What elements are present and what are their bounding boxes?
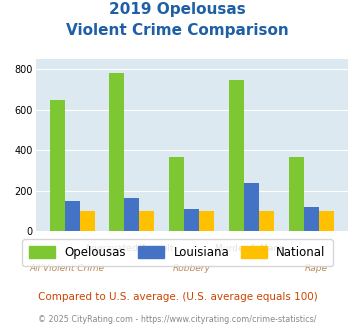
Text: Rape: Rape bbox=[305, 264, 328, 273]
Bar bbox=[125, 198, 140, 231]
Bar bbox=[109, 73, 125, 231]
Bar bbox=[140, 211, 154, 231]
Bar bbox=[229, 80, 244, 231]
Bar bbox=[80, 211, 94, 231]
Bar bbox=[304, 207, 319, 231]
Text: Compared to U.S. average. (U.S. average equals 100): Compared to U.S. average. (U.S. average … bbox=[38, 292, 317, 302]
Bar bbox=[289, 157, 304, 231]
Text: Murder & Mans...: Murder & Mans... bbox=[215, 244, 293, 253]
Bar bbox=[50, 100, 65, 231]
Text: © 2025 CityRating.com - https://www.cityrating.com/crime-statistics/: © 2025 CityRating.com - https://www.city… bbox=[38, 315, 317, 324]
Text: 2019 Opelousas: 2019 Opelousas bbox=[109, 2, 246, 16]
Text: Aggravated Assault: Aggravated Assault bbox=[85, 244, 174, 253]
Text: Violent Crime Comparison: Violent Crime Comparison bbox=[66, 23, 289, 38]
Bar bbox=[259, 211, 274, 231]
Bar bbox=[184, 210, 199, 231]
Text: Robbery: Robbery bbox=[173, 264, 211, 273]
Legend: Opelousas, Louisiana, National: Opelousas, Louisiana, National bbox=[22, 239, 333, 266]
Bar bbox=[244, 183, 259, 231]
Bar bbox=[199, 211, 214, 231]
Text: All Violent Crime: All Violent Crime bbox=[29, 264, 104, 273]
Bar bbox=[319, 211, 334, 231]
Bar bbox=[169, 157, 184, 231]
Bar bbox=[65, 201, 80, 231]
